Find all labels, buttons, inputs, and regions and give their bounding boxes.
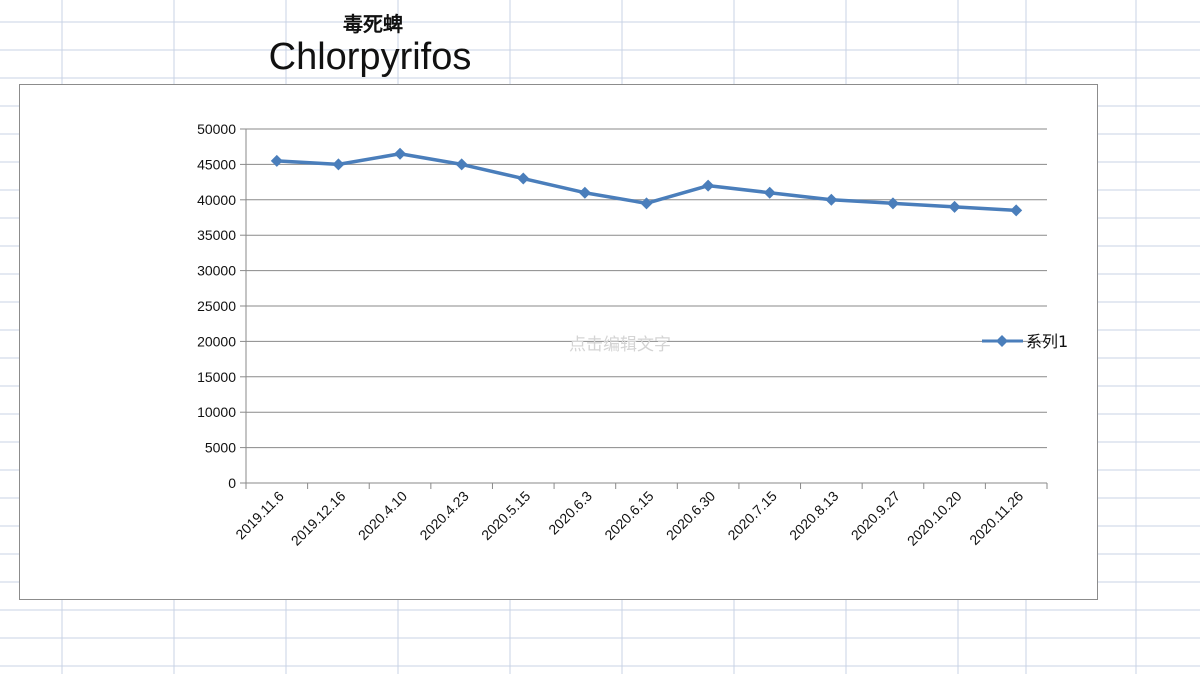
x-tick-label: 2020.6.15: [601, 488, 657, 544]
data-point[interactable]: [763, 186, 776, 199]
data-point[interactable]: [270, 154, 283, 167]
data-point[interactable]: [886, 197, 899, 210]
y-tick-label: 35000: [197, 227, 236, 243]
data-point[interactable]: [640, 197, 653, 210]
data-point[interactable]: [517, 172, 530, 185]
watermark-text: 点击编辑文字: [569, 335, 671, 355]
data-point[interactable]: [332, 158, 345, 171]
x-tick-label: 2020.5.15: [478, 488, 534, 544]
gridlines: [246, 128, 1047, 484]
x-tick-label: 2020.7.15: [724, 488, 780, 544]
data-point[interactable]: [825, 193, 838, 206]
y-tick-label: 30000: [197, 263, 236, 279]
data-point[interactable]: [948, 200, 961, 213]
legend-label: 系列1: [1026, 332, 1068, 351]
y-tick-label: 10000: [197, 404, 236, 420]
y-tick-label: 20000: [197, 333, 236, 349]
y-tick-label: 5000: [205, 440, 236, 456]
data-point[interactable]: [578, 186, 591, 199]
data-point[interactable]: [455, 158, 468, 171]
x-tick-label: 2020.9.27: [848, 488, 904, 544]
data-point[interactable]: [1010, 204, 1023, 217]
x-tick-label: 2019.12.16: [288, 488, 349, 549]
x-tick-label: 2020.4.10: [355, 488, 411, 544]
x-tick-label: 2020.6.30: [663, 488, 719, 544]
x-tick-label: 2020.11.26: [966, 488, 1026, 548]
x-tick-label: 2020.6.3: [545, 488, 595, 538]
x-tick-label: 2019.11.6: [232, 488, 287, 543]
data-point[interactable]: [702, 179, 715, 192]
y-tick-label: 25000: [197, 298, 236, 314]
legend[interactable]: 系列1: [982, 332, 1068, 351]
legend-marker: [996, 335, 1008, 347]
y-tick-label: 15000: [197, 369, 236, 385]
y-axis: 0 5000 10000 15000 20000 25000 30000 35000 40000…: [197, 121, 247, 491]
x-tick-label: 2020.8.13: [786, 488, 842, 544]
chart-area[interactable]: 0 5000 10000 15000 20000 25000 30000 35000 40000…: [19, 84, 1098, 600]
y-tick-label: 0: [228, 475, 236, 491]
y-tick-label: 50000: [197, 121, 236, 137]
data-point[interactable]: [394, 147, 407, 160]
y-tick-label: 40000: [197, 192, 236, 208]
chart-title-english: Chlorpyrifos: [268, 36, 472, 78]
series-layer: [270, 147, 1023, 217]
line-chart: 0 5000 10000 15000 20000 25000 30000 35000 40000…: [197, 121, 1068, 549]
chart-title-chinese: 毒死蜱: [343, 12, 403, 36]
y-tick-label: 45000: [197, 156, 236, 172]
x-tick-label: 2020.4.23: [416, 488, 472, 544]
x-axis: 2019.11.6 2019.12.16 2020.4.10 2020.4.23 202…: [232, 482, 1048, 549]
x-tick-label: 2020.10.20: [904, 488, 965, 549]
